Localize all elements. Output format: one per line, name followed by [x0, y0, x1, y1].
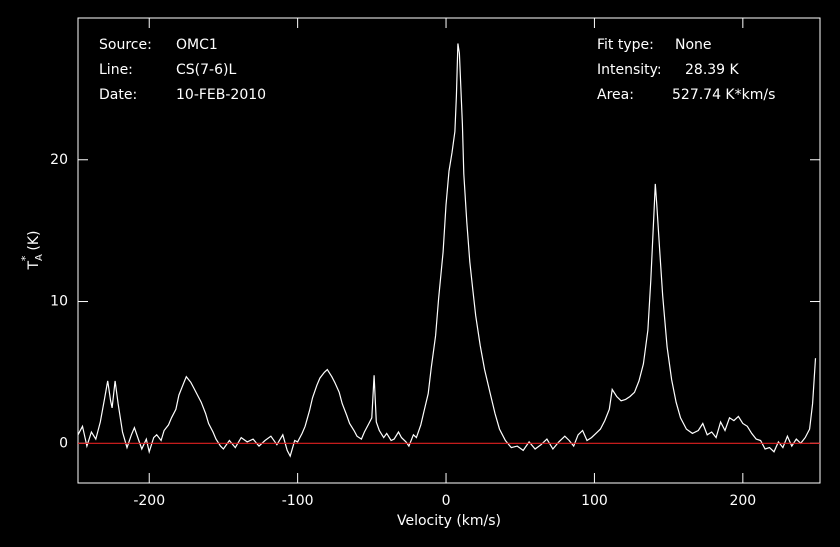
info-value: 28.39 K: [685, 62, 740, 78]
y-label-unit: (K): [26, 230, 42, 250]
info-label: Intensity:: [597, 62, 662, 78]
x-tick-label: -100: [282, 493, 314, 509]
y-label-main: T: [26, 261, 42, 271]
y-label-sub: A: [34, 254, 45, 261]
info-value: CS(7-6)L: [176, 62, 236, 78]
y-label-sup: *: [19, 255, 32, 261]
info-label: Area:: [597, 87, 634, 103]
x-tick-label: 200: [729, 493, 756, 509]
info-value: None: [675, 37, 712, 53]
y-tick-label: 20: [50, 152, 68, 168]
info-value: 10-FEB-2010: [176, 87, 266, 103]
info-label: Line:: [99, 62, 133, 78]
x-tick-label: 0: [442, 493, 451, 509]
info-label: Source:: [99, 37, 152, 53]
info-label: Date:: [99, 87, 137, 103]
y-tick-label: 0: [59, 435, 68, 451]
info-value: 527.74 K*km/s: [672, 87, 775, 103]
plot-frame: [77, 17, 821, 484]
info-label: Fit type:: [597, 37, 654, 53]
x-tick-label: 100: [581, 493, 608, 509]
spectrum-line: [77, 43, 817, 458]
info-value: OMC1: [176, 37, 218, 53]
x-tick-label: -200: [133, 493, 165, 509]
x-axis-label: Velocity (km/s): [397, 513, 501, 529]
y-axis-label: TA* (K): [19, 230, 45, 270]
y-tick-label: 10: [50, 294, 68, 310]
